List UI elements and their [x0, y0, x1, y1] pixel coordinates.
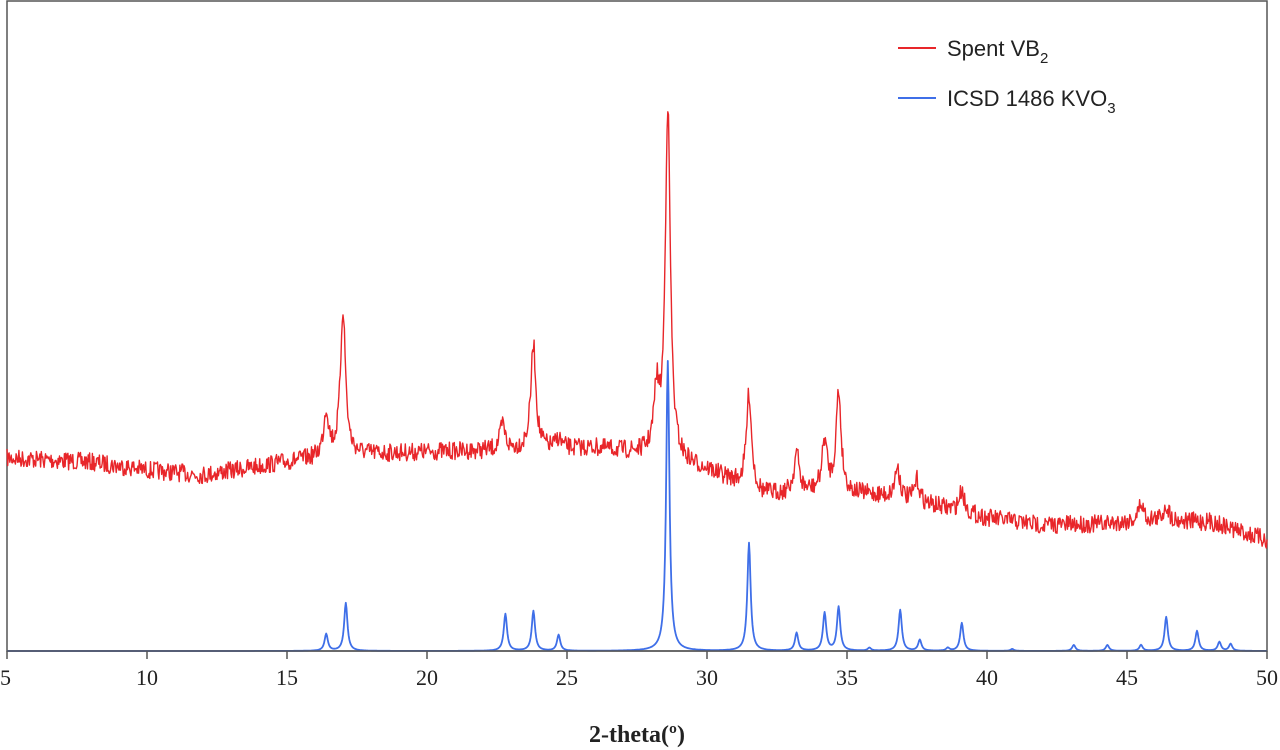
- x-tick-label: 20: [416, 665, 438, 690]
- x-tick-label: 10: [136, 665, 158, 690]
- x-axis-title: 2-theta(º): [589, 722, 685, 748]
- x-tick-label: 50: [1256, 665, 1278, 690]
- legend: Spent VB2 ICSD 1486 KVO3: [898, 36, 1116, 117]
- series-line-1: [6, 359, 1268, 652]
- x-tick-label: 40: [976, 665, 998, 690]
- x-tick-label: 30: [696, 665, 718, 690]
- legend-label-series-1: ICSD 1486 KVO3: [947, 86, 1116, 117]
- x-tick-label: 25: [556, 665, 578, 690]
- x-tick-label: 15: [276, 665, 298, 690]
- x-tick-label: 45: [1116, 665, 1138, 690]
- legend-label-series-1-sub: 3: [1107, 100, 1115, 117]
- series-line-0: [6, 111, 1268, 549]
- x-ticks: 5 10 15 20 25 30 35 40 45 50: [0, 651, 1278, 690]
- x-tick-label: 35: [836, 665, 858, 690]
- legend-label-series-0-sub: 2: [1040, 50, 1048, 67]
- x-tick-label: 5: [0, 665, 11, 690]
- series-layer: [6, 111, 1268, 652]
- legend-label-series-0-main: Spent VB: [947, 36, 1040, 61]
- legend-label-series-0: Spent VB2: [947, 36, 1048, 67]
- legend-label-series-1-main: ICSD 1486 KVO: [947, 86, 1107, 111]
